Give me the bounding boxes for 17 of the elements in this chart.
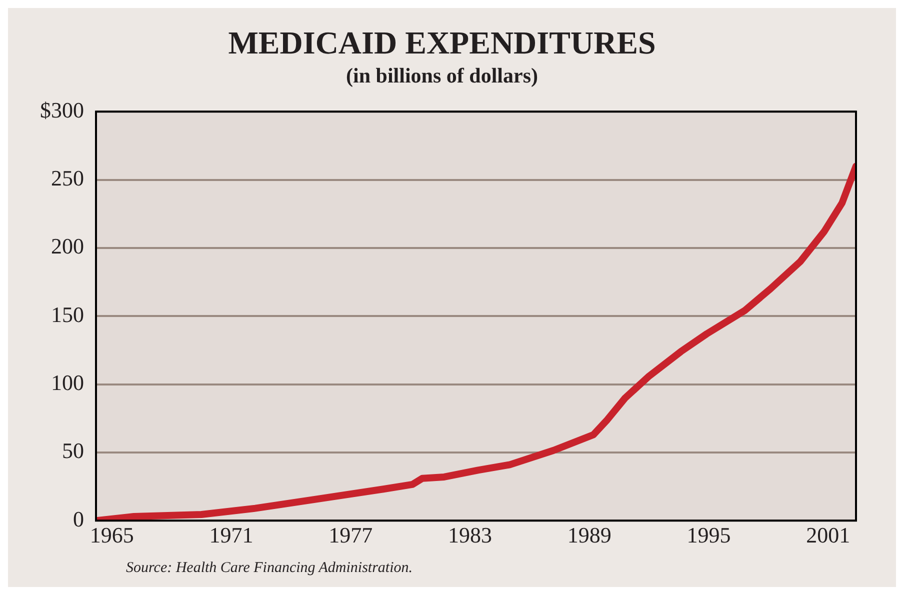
chart-title: MEDICAID EXPENDITURES <box>228 24 656 60</box>
x-tick-label: 1995 <box>686 522 731 548</box>
x-tick-label: 1989 <box>567 522 612 548</box>
y-tick-label: 100 <box>51 370 84 396</box>
x-tick-label: 1983 <box>448 522 492 548</box>
chart-subtitle: (in billions of dollars) <box>346 63 538 88</box>
source-note: Source: Health Care Financing Administration. <box>126 560 413 577</box>
y-tick-label: $300 <box>40 97 84 122</box>
y-tick-label: 250 <box>51 166 84 191</box>
x-tick-label: 1971 <box>209 522 254 548</box>
x-tick-label: 1977 <box>328 522 373 548</box>
x-tick-label: 2001 <box>806 522 850 548</box>
y-tick-label: 0 <box>73 506 84 532</box>
x-tick-label: 1965 <box>90 522 134 548</box>
y-tick-label: 150 <box>51 302 84 327</box>
y-tick-label: 50 <box>62 438 84 464</box>
y-tick-label: 200 <box>51 234 84 259</box>
